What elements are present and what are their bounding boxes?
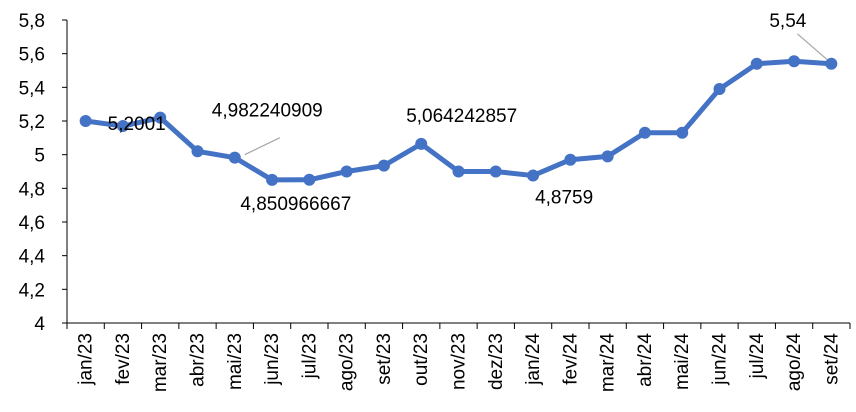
x-tick-label: mar/24	[598, 333, 619, 393]
x-tick-label: mai/23	[225, 333, 246, 390]
data-point	[601, 150, 614, 163]
x-axis: jan/23 fev/23 mar/23 abr/23 mai/23 jun/23 jul/…	[66, 322, 851, 393]
data-point	[266, 173, 279, 186]
data-label: 4,850966667	[240, 194, 351, 215]
y-tick-label: 5,2	[19, 112, 45, 133]
x-tick-label: jul/24	[747, 333, 768, 380]
data-point	[527, 169, 540, 182]
data-point	[489, 165, 502, 178]
data-point	[676, 126, 689, 139]
x-tick-label: jun/24	[710, 333, 731, 386]
x-tick-label: ago/23	[337, 333, 358, 391]
data-label: 4,982240909	[212, 101, 323, 122]
x-tick-label: mai/24	[672, 333, 693, 390]
x-tick-label: mar/23	[150, 333, 171, 392]
data-label: 5,54	[769, 11, 806, 32]
data-labels-layer: 5,2001 4,982240909 4,850966667 5,064242857 4…	[108, 11, 828, 215]
x-tick-label: set/24	[821, 333, 842, 385]
series-layer	[79, 55, 838, 186]
data-point	[788, 55, 801, 68]
data-label: 5,2001	[108, 114, 166, 135]
x-tick-label: jul/23	[299, 333, 320, 379]
leader-line	[796, 33, 828, 61]
y-tick-label: 5	[34, 146, 45, 167]
x-tick-label: out/23	[411, 333, 432, 386]
data-point	[116, 120, 129, 133]
x-tick-label: fev/24	[560, 333, 581, 385]
y-tick-label: 5,6	[19, 45, 45, 66]
data-point	[228, 151, 241, 164]
y-tick-label: 5,4	[19, 78, 46, 99]
x-tick-label: dez/23	[486, 333, 507, 390]
y-axis: 4 4,2 4,4 4,6 4,8 5 5,2 5,4 5,6 5,8	[19, 11, 68, 335]
x-tick-label: jan/24	[523, 333, 544, 386]
data-point	[750, 57, 763, 70]
data-point	[825, 57, 838, 70]
y-tick-label: 4,8	[19, 179, 45, 200]
x-tick-label: fev/23	[113, 333, 134, 385]
data-point	[415, 137, 428, 150]
data-point	[154, 111, 167, 124]
x-tick-label: nov/23	[449, 333, 470, 390]
data-point	[452, 165, 465, 178]
y-tick-label: 5,8	[19, 11, 45, 32]
data-point	[638, 126, 651, 139]
data-point	[191, 145, 204, 158]
data-label: 5,064242857	[406, 106, 517, 127]
data-point	[377, 159, 390, 172]
data-point	[303, 173, 316, 186]
x-tick-label: abr/24	[635, 333, 656, 387]
data-label: 4,8759	[535, 188, 593, 209]
x-tick-label: jan/23	[76, 333, 97, 386]
x-tick-label: abr/23	[188, 333, 209, 387]
x-tick-label: ago/24	[784, 333, 805, 392]
data-point	[340, 165, 353, 178]
data-point	[79, 114, 92, 127]
data-point	[564, 153, 577, 166]
x-tick-label: set/23	[374, 333, 395, 385]
y-tick-label: 4,2	[19, 280, 45, 301]
data-point	[713, 83, 726, 96]
x-tick-label: jun/23	[262, 333, 283, 386]
y-tick-label: 4	[34, 314, 45, 335]
y-tick-label: 4,6	[19, 213, 45, 234]
leader-line	[244, 137, 281, 156]
y-tick-label: 4,4	[19, 247, 46, 268]
